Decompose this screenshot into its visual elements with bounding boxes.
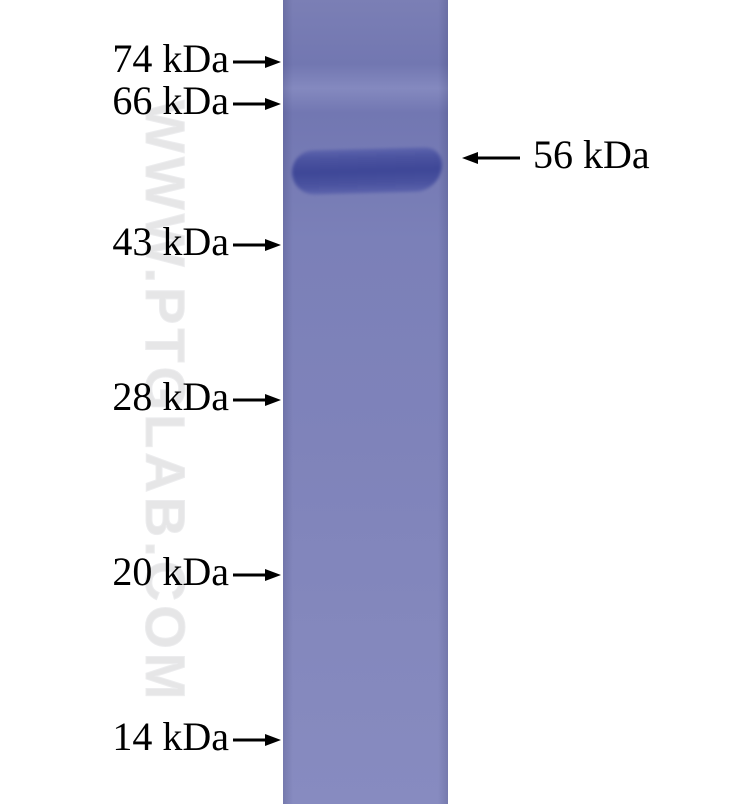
marker-label-66kda: 66 kDa — [112, 81, 229, 121]
marker-label-43kda: 43 kDa — [112, 222, 229, 262]
target-arrow-icon — [462, 150, 520, 166]
marker-arrow-icon — [233, 96, 281, 112]
marker-label-20kda: 20 kDa — [112, 552, 229, 592]
marker-label-74kda: 74 kDa — [112, 39, 229, 79]
marker-label-14kda: 14 kDa — [112, 717, 229, 757]
marker-arrow-icon — [233, 54, 281, 70]
marker-label-28kda: 28 kDa — [112, 377, 229, 417]
marker-arrow-icon — [233, 237, 281, 253]
target-label-56kda: 56 kDa — [533, 135, 650, 175]
gel-figure-canvas: WWW.PTGLAB.COM 74 kDa66 kDa43 kDa28 kDa2… — [0, 0, 742, 804]
gel-lane — [283, 0, 448, 804]
marker-arrow-icon — [233, 567, 281, 583]
marker-arrow-icon — [233, 392, 281, 408]
marker-arrow-icon — [233, 732, 281, 748]
protein-band-56kda — [292, 147, 442, 195]
